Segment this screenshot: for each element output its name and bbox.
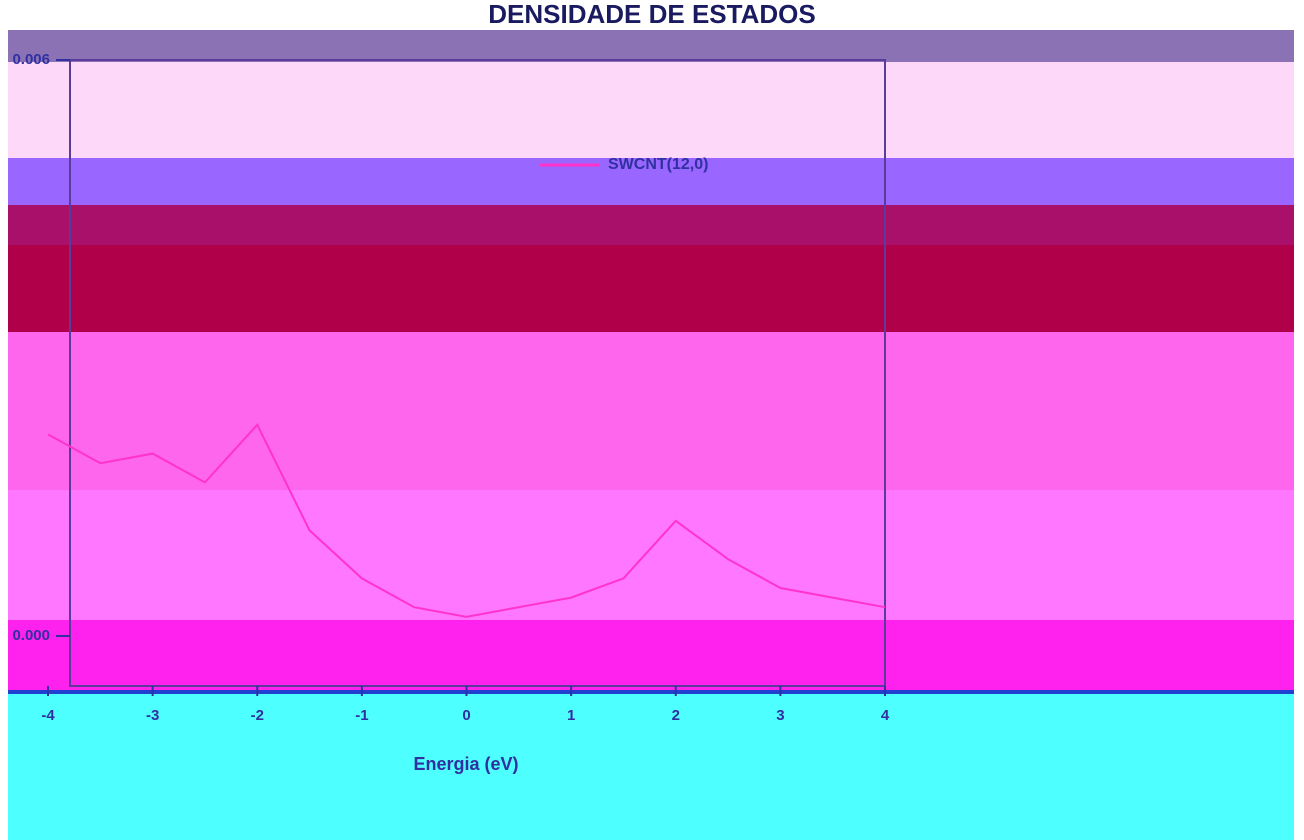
y-tick-label: 0.000 (12, 627, 50, 644)
x-tick-label: -3 (146, 707, 159, 724)
band (8, 30, 1294, 62)
band (8, 694, 1294, 840)
band (8, 158, 1294, 205)
band (8, 620, 1294, 690)
x-tick-label: 0 (462, 707, 470, 724)
x-tick-label: 1 (567, 707, 575, 724)
x-tick-label: -2 (251, 707, 264, 724)
x-tick-label: -1 (355, 707, 368, 724)
x-axis-label: Energia (eV) (413, 754, 518, 774)
y-tick-label: 0.006 (12, 51, 50, 68)
band (8, 62, 1294, 158)
series-line (47, 423, 886, 618)
legend-label: SWCNT(12,0) (608, 156, 708, 173)
x-tick-label: 3 (776, 707, 784, 724)
band (8, 332, 1294, 490)
band (8, 490, 1294, 620)
band (8, 205, 1294, 245)
band (8, 245, 1294, 332)
x-tick-label: 2 (672, 707, 680, 724)
chart-title: DENSIDADE DE ESTADOS (488, 0, 815, 29)
band (8, 690, 1294, 694)
x-tick-label: -4 (41, 707, 55, 724)
x-tick-label: 4 (881, 707, 890, 724)
plot-frame (69, 59, 886, 687)
